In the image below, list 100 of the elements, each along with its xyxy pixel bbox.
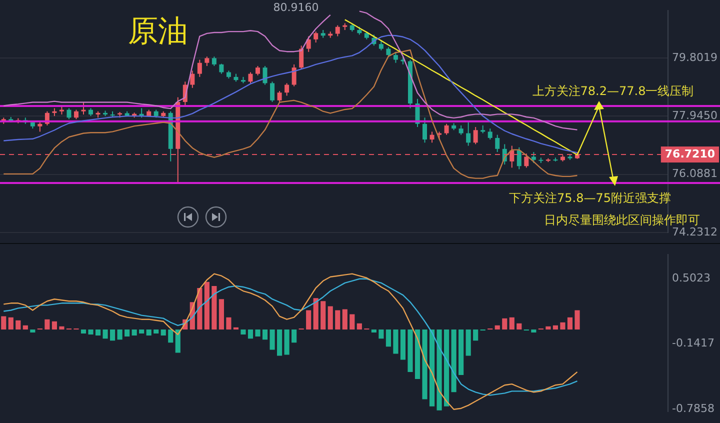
bar xyxy=(371,329,376,332)
candlestick xyxy=(299,45,304,70)
bar xyxy=(44,319,50,330)
bar xyxy=(574,310,580,330)
bar xyxy=(1,316,6,330)
candlestick xyxy=(277,90,282,102)
bar xyxy=(52,321,57,330)
annotation: 日内尽量围绕此区间操作即可 xyxy=(544,213,700,228)
bar xyxy=(270,329,275,350)
bar xyxy=(262,329,268,340)
bar xyxy=(546,326,551,330)
bar xyxy=(466,329,471,356)
bar xyxy=(30,329,36,332)
bar xyxy=(509,317,514,330)
bar xyxy=(552,325,558,330)
bar xyxy=(218,299,224,330)
candlestick xyxy=(38,122,42,132)
candlestick xyxy=(430,131,434,144)
bar xyxy=(168,329,174,343)
bar xyxy=(8,317,14,330)
candlestick xyxy=(219,63,224,74)
bar xyxy=(16,320,21,330)
bar xyxy=(240,329,246,335)
candlestick xyxy=(81,101,86,115)
bar xyxy=(124,329,130,337)
y-tick-label: 0.5023 xyxy=(672,272,710,285)
bar xyxy=(212,286,217,330)
bar xyxy=(255,329,260,337)
bar xyxy=(204,282,210,330)
bar xyxy=(342,309,348,330)
candlestick xyxy=(284,82,290,96)
y-tick-label: 79.8019 xyxy=(672,50,718,64)
bar xyxy=(436,329,442,410)
bar xyxy=(284,329,290,355)
bar xyxy=(248,329,254,339)
bar xyxy=(560,322,566,330)
bar xyxy=(335,310,340,330)
bar xyxy=(313,298,318,330)
bar xyxy=(88,329,94,335)
candlestick xyxy=(190,70,195,88)
candlestick xyxy=(66,108,72,120)
bar xyxy=(306,310,312,330)
bar xyxy=(22,325,28,330)
bar xyxy=(110,329,116,341)
bar xyxy=(378,329,384,339)
annotation: 80.9160 xyxy=(273,0,319,14)
bar xyxy=(502,318,508,330)
bar xyxy=(146,329,152,336)
y-tick-label: 76.0881 xyxy=(672,167,718,180)
bar xyxy=(458,329,464,375)
candlestick xyxy=(335,24,340,37)
y-tick-label: 74.2312 xyxy=(672,225,718,238)
bar xyxy=(414,329,420,380)
bar xyxy=(277,329,282,356)
candlestick xyxy=(495,134,500,153)
bar xyxy=(117,329,122,340)
bar xyxy=(400,329,406,360)
candlestick xyxy=(74,109,78,120)
bar xyxy=(494,325,500,330)
candlestick xyxy=(378,40,384,51)
bar xyxy=(386,329,391,347)
bar xyxy=(154,329,159,334)
bar xyxy=(226,317,232,330)
candlestick xyxy=(256,65,260,76)
bar xyxy=(429,329,435,406)
bar xyxy=(356,323,362,330)
candlestick xyxy=(458,124,464,136)
annotation: 上方关注78.2—77.8一线压制 xyxy=(532,84,694,98)
bar xyxy=(292,329,297,343)
bar xyxy=(393,329,398,354)
candlestick xyxy=(197,59,202,78)
candlestick xyxy=(248,72,253,84)
y-tick-label: 77.9450 xyxy=(672,109,718,122)
bar xyxy=(516,323,522,330)
candlestick xyxy=(422,117,428,144)
bar xyxy=(567,317,573,330)
candlestick xyxy=(262,65,268,86)
candlestick xyxy=(531,152,536,164)
bar xyxy=(160,329,166,336)
y-tick-label: -0.1417 xyxy=(672,336,714,350)
candlestick xyxy=(444,123,449,136)
candlestick xyxy=(516,146,522,170)
bar xyxy=(95,329,101,336)
candlestick xyxy=(314,31,318,44)
bar xyxy=(473,329,478,341)
candlestick xyxy=(270,81,275,102)
candlestick xyxy=(473,126,478,145)
bar xyxy=(328,306,333,330)
bar xyxy=(139,329,144,334)
bar xyxy=(102,329,108,339)
candlestick xyxy=(292,64,296,87)
bar xyxy=(444,329,450,406)
bar xyxy=(408,329,413,372)
candlestick xyxy=(204,56,210,66)
bar xyxy=(350,314,355,330)
bar xyxy=(531,329,536,332)
bar xyxy=(422,329,428,400)
bar xyxy=(451,329,456,392)
bar xyxy=(320,301,326,330)
annotation: 下方关注75.8—75附近强支撑 xyxy=(509,191,671,206)
